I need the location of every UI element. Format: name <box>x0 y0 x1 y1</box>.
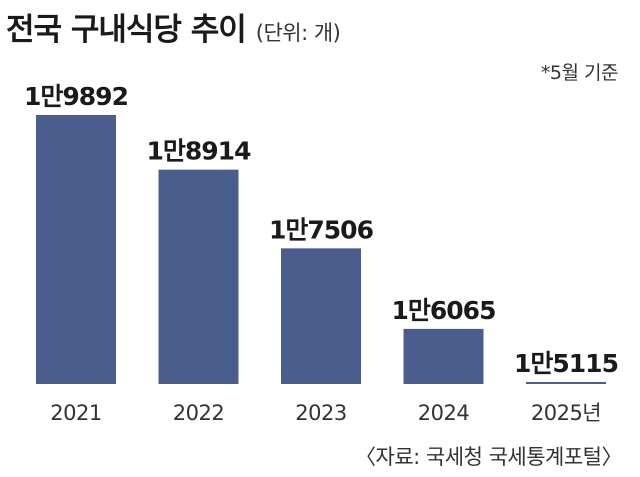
bar-2024 <box>403 328 484 384</box>
value-label-2024: 1만6065 <box>392 296 496 325</box>
category-label-2025년: 2025년 <box>531 401 601 425</box>
unit-label: (단위: 개) <box>255 21 341 45</box>
footnote: *5월 기준 <box>540 62 619 84</box>
chart-title: 전국 구내식당 추이 <box>6 12 247 48</box>
bar-2022 <box>158 169 239 384</box>
value-label-2021: 1만9892 <box>24 82 128 111</box>
bar-2023 <box>281 248 361 384</box>
category-label-2021: 2021 <box>50 401 101 425</box>
value-label-2025년: 1만5115 <box>514 349 618 378</box>
value-label-2022: 1만8914 <box>147 137 252 166</box>
chart-header: 전국 구내식당 추이 (단위: 개) <box>6 4 341 49</box>
category-label-2022: 2022 <box>173 401 224 425</box>
category-label-2023: 2023 <box>295 401 346 425</box>
source-label: 〈자료: 국세청 국세통계포털〉 <box>355 445 622 469</box>
bar-2021 <box>36 114 116 385</box>
category-label-2024: 2024 <box>418 401 470 425</box>
value-label-2023: 1만7506 <box>269 215 374 244</box>
bar-2025년 <box>526 382 606 384</box>
